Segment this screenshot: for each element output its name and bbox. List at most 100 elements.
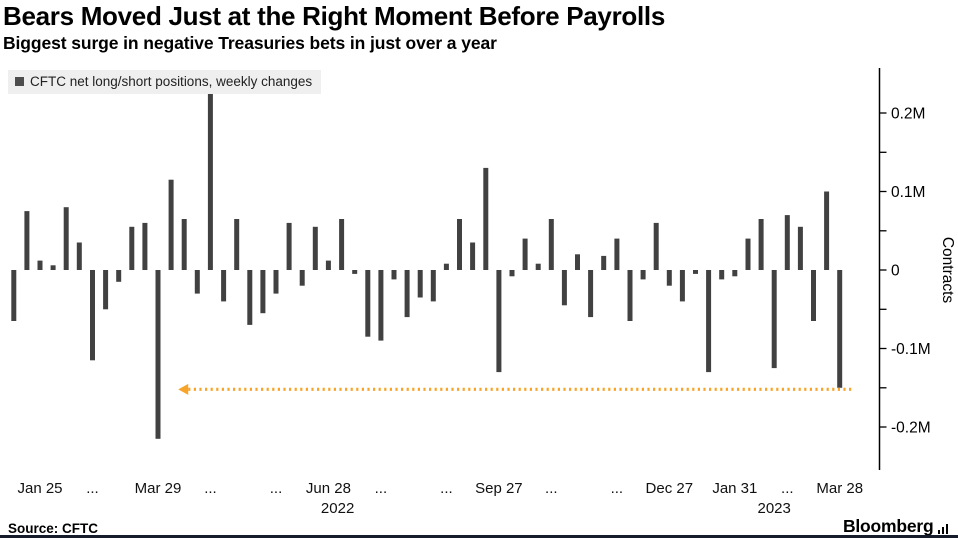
bar-week-4: [63, 207, 69, 270]
x-tick-label: Jan 25: [17, 480, 62, 497]
chart-legend: CFTC net long/short positions, weekly ch…: [8, 70, 322, 94]
x-tick-label: ...: [545, 480, 558, 497]
bar-week-48: [640, 270, 646, 280]
x-tick-label: ...: [375, 480, 388, 497]
bar-week-34: [457, 219, 462, 270]
bar-week-19: [260, 270, 266, 314]
bar-week-20: [273, 270, 279, 294]
page-title: Bears Moved Just at the Right Moment Bef…: [3, 1, 665, 31]
x-tick-label: Sep 27: [475, 480, 523, 497]
source-label: Source: CFTC: [8, 521, 99, 536]
bar-week-16: [221, 270, 227, 302]
bloomberg-chart-icon: [937, 524, 948, 537]
bar-week-55: [732, 270, 738, 277]
x-tick-label: Jun 28: [306, 480, 351, 497]
bar-week-36: [483, 167, 489, 270]
bar-week-27: [365, 270, 371, 337]
x-tick-label: Dec 27: [646, 480, 694, 497]
bar-week-6: [90, 270, 95, 361]
bar-week-18: [247, 270, 253, 325]
bar-week-10: [142, 222, 148, 270]
bar-week-35: [470, 242, 476, 270]
bar-week-12: [168, 179, 174, 270]
bar-week-14: [194, 270, 200, 294]
bar-week-63: [837, 270, 843, 388]
legend-swatch-icon: [15, 77, 24, 86]
bar-week-43: [575, 254, 580, 270]
bloomberg-wordmark: Bloomberg: [842, 516, 934, 536]
page-subtitle: Biggest surge in negative Treasuries bet…: [3, 33, 497, 53]
bar-week-15: [207, 93, 213, 271]
year-label: 2023: [757, 500, 790, 517]
x-tick-label: ...: [86, 480, 99, 497]
y-tick-label: 0.2M: [891, 106, 925, 123]
bar-week-2: [37, 260, 43, 270]
bar-week-29: [391, 270, 397, 280]
bar-week-60: [797, 226, 803, 270]
bar-week-26: [352, 270, 358, 274]
y-tick-label: -0.2M: [891, 420, 931, 437]
bar-week-51: [679, 270, 685, 302]
bar-week-38: [509, 270, 515, 277]
y-axis-title: Contracts: [939, 236, 956, 304]
x-tick-label: Mar 29: [135, 480, 182, 497]
bar-week-11: [155, 270, 161, 439]
bar-week-62: [824, 191, 830, 270]
bar-week-28: [378, 270, 384, 341]
bar-week-40: [535, 263, 541, 270]
year-label: 2022: [321, 500, 354, 517]
bar-week-3: [50, 265, 56, 270]
x-tick-label: ...: [270, 480, 283, 497]
reference-arrow-icon: [178, 383, 189, 395]
bar-week-46: [614, 238, 620, 270]
bar-week-49: [653, 222, 659, 270]
bar-week-17: [234, 219, 240, 270]
bar-week-21: [286, 222, 292, 270]
y-tick-label: 0.1M: [891, 184, 925, 201]
bar-week-39: [522, 238, 528, 270]
x-tick-label: ...: [781, 480, 794, 497]
bar-week-61: [811, 270, 816, 321]
bar-week-54: [719, 270, 725, 280]
bar-week-7: [103, 270, 109, 310]
bar-week-33: [443, 263, 449, 270]
bar-week-32: [430, 270, 436, 302]
x-tick-label: Jan 31: [712, 480, 757, 497]
bloomberg-logo: Bloomberg: [843, 516, 948, 537]
bar-week-52: [693, 270, 698, 274]
bar-week-22: [299, 270, 305, 286]
bar-week-9: [129, 226, 135, 270]
x-tick-label: ...: [611, 480, 624, 497]
bar-week-0: [11, 270, 17, 321]
x-tick-label: ...: [204, 480, 217, 497]
bar-week-31: [417, 270, 423, 298]
bar-week-53: [706, 270, 712, 373]
bar-week-30: [404, 270, 410, 318]
x-tick-label: ...: [440, 480, 453, 497]
bar-week-8: [116, 270, 122, 282]
bar-week-24: [325, 260, 331, 270]
y-tick-label: -0.1M: [891, 341, 931, 358]
bar-week-41: [548, 219, 554, 270]
legend-label: CFTC net long/short positions, weekly ch…: [30, 74, 313, 89]
y-tick-label: 0: [891, 263, 900, 280]
bottom-divider: [0, 535, 958, 538]
bar-week-45: [601, 255, 607, 270]
bar-week-58: [771, 270, 777, 369]
bar-week-5: [76, 242, 82, 270]
bar-week-44: [588, 270, 594, 318]
bar-week-42: [561, 270, 567, 306]
bar-week-1: [24, 211, 30, 270]
bar-week-50: [666, 270, 672, 286]
bar-week-23: [312, 226, 318, 270]
bar-week-37: [496, 270, 502, 373]
bar-week-47: [627, 270, 633, 321]
bar-week-56: [745, 238, 751, 270]
bar-week-25: [339, 219, 345, 270]
bar-week-59: [784, 215, 790, 270]
bar-week-57: [758, 219, 764, 270]
x-tick-label: Mar 28: [816, 480, 863, 497]
bar-week-13: [181, 219, 187, 270]
